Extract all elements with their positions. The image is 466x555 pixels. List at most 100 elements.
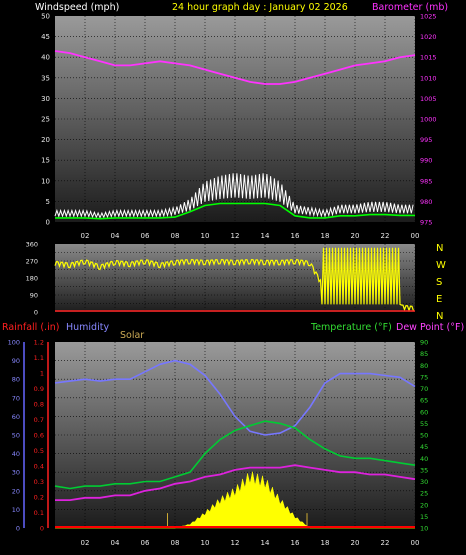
wind-x-tick: 10 [201, 232, 210, 240]
humidity-y-tick: 70 [12, 394, 20, 402]
direction-y-tick: 270 [26, 258, 38, 266]
wind-y-tick: 15 [41, 157, 50, 165]
humidity-y-tick: 10 [12, 506, 20, 514]
wind-x-tick: 12 [231, 232, 240, 240]
temp-y-tick: 75 [420, 373, 428, 381]
wind-y-tick: 5 [46, 198, 50, 206]
humidity-y-tick: 60 [12, 413, 20, 421]
temp-x-tick: 16 [291, 539, 300, 547]
temp-y-tick: 85 [420, 350, 428, 358]
wind-y-tick: 45 [41, 33, 50, 41]
temp-y-tick: 35 [420, 466, 428, 474]
wind-x-tick: 02 [81, 232, 90, 240]
baro-y-tick: 1005 [420, 95, 437, 103]
dewpoint-line [55, 464, 416, 502]
rainfall-label: Rainfall (.in) [2, 322, 59, 333]
barometer-label: Barometer (mb) [372, 2, 448, 13]
compass-w: W [436, 260, 446, 271]
rain-y-tick: 0.9 [34, 385, 44, 393]
wind-x-tick: 16 [291, 232, 300, 240]
baro-y-tick: 980 [420, 198, 432, 206]
wind-y-tick: 30 [41, 95, 50, 103]
wind-x-tick: 00 [411, 232, 420, 240]
wind-x-tick: 14 [261, 232, 270, 240]
humidity-line [54, 359, 416, 436]
baro-y-tick: 990 [420, 157, 432, 165]
rain-y-tick: 0.4 [34, 463, 44, 471]
temp-y-tick: 20 [420, 501, 428, 509]
wind-direction-line [54, 247, 415, 313]
windspeed-line [54, 173, 414, 220]
temperature-line [54, 420, 416, 490]
direction-y-tick: 360 [26, 241, 38, 249]
wind-x-tick: 22 [381, 232, 390, 240]
temp-x-tick: 10 [201, 539, 210, 547]
baro-y-tick: 985 [420, 177, 432, 185]
wind-y-tick: 20 [41, 136, 50, 144]
temp-y-tick: 50 [420, 432, 428, 440]
wind-y-tick: 0 [46, 219, 50, 227]
temp-x-tick: 22 [381, 539, 390, 547]
temp-x-tick: 08 [171, 539, 180, 547]
direction-y-tick: 90 [30, 292, 38, 300]
rain-y-tick: 0 [40, 525, 44, 533]
baro-y-tick: 1025 [420, 13, 437, 21]
wind-x-tick: 18 [321, 232, 330, 240]
rain-y-tick: 1 [40, 370, 44, 378]
wind-average-line [55, 202, 415, 220]
temp-y-tick: 55 [420, 420, 428, 428]
temp-y-tick: 15 [420, 513, 428, 521]
temperature-label: Temperature (°F) [310, 322, 392, 333]
baro-y-tick: 1000 [420, 116, 437, 124]
humidity-y-tick: 100 [8, 339, 20, 347]
temp-x-tick: 20 [351, 539, 360, 547]
temp-x-tick: 12 [231, 539, 240, 547]
humidity-y-tick: 90 [12, 357, 20, 365]
wind-y-tick: 40 [41, 54, 50, 62]
humidity-label: Humidity [66, 322, 109, 333]
temp-y-tick: 10 [420, 525, 428, 533]
wind-y-tick: 35 [41, 74, 50, 82]
rain-y-tick: 1.2 [34, 339, 44, 347]
barometer-line [54, 50, 416, 85]
rain-y-tick: 0.6 [34, 432, 44, 440]
temp-y-tick: 45 [420, 443, 428, 451]
rain-y-tick: 0.8 [34, 401, 44, 409]
baro-y-tick: 1015 [420, 54, 437, 62]
rain-y-tick: 0.2 [34, 494, 44, 502]
temp-y-tick: 65 [420, 397, 428, 405]
temp-y-tick: 90 [420, 339, 428, 347]
graph-title: 24 hour graph day : January 02 2026 [172, 2, 348, 13]
rain-y-tick: 0.7 [34, 416, 44, 424]
wind-y-tick: 10 [41, 177, 50, 185]
wind-x-tick: 04 [111, 232, 120, 240]
humidity-y-tick: 20 [12, 487, 20, 495]
compass-s: S [436, 277, 442, 288]
compass-n-top: N [436, 243, 443, 254]
temp-x-tick: 04 [111, 539, 120, 547]
solar-label: Solar [120, 330, 144, 341]
wind-x-tick: 20 [351, 232, 360, 240]
temp-x-tick: 18 [321, 539, 330, 547]
wind-y-tick: 25 [41, 116, 50, 124]
rain-y-tick: 0.5 [34, 447, 44, 455]
humidity-y-tick: 80 [12, 376, 20, 384]
temp-y-tick: 30 [420, 478, 428, 486]
humidity-y-tick: 30 [12, 469, 20, 477]
dewpoint-label: Dew Point (°F) [396, 322, 464, 333]
humidity-y-tick: 40 [12, 450, 20, 458]
wind-x-tick: 06 [141, 232, 150, 240]
temp-x-tick: 00 [411, 539, 420, 547]
windspeed-label: Windspeed (mph) [35, 2, 119, 13]
wind-x-tick: 08 [171, 232, 180, 240]
wind-y-tick: 50 [41, 13, 50, 21]
temp-y-tick: 60 [420, 408, 428, 416]
direction-y-tick: 0 [34, 309, 38, 317]
compass-e: E [436, 294, 442, 305]
temp-y-tick: 70 [420, 385, 428, 393]
direction-y-tick: 180 [26, 275, 38, 283]
temp-x-tick: 14 [261, 539, 270, 547]
humidity-y-tick: 50 [12, 432, 20, 440]
